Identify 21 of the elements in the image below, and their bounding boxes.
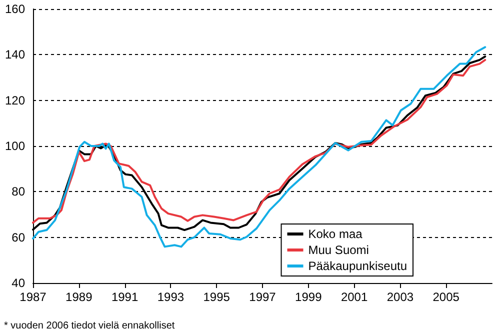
y-tick-label: 40 (12, 276, 26, 290)
legend-label: Muu Suomi (308, 243, 369, 257)
x-tick-label: 1997 (249, 290, 276, 304)
y-tick-label: 100 (4, 139, 26, 153)
x-tick-label: 1993 (157, 290, 184, 304)
x-tick-label: 2001 (340, 290, 368, 304)
y-tick-label: 140 (4, 48, 26, 62)
x-tick-label: 1987 (20, 290, 47, 304)
legend-label: Koko maa (308, 227, 363, 241)
y-tick-label: 80 (12, 184, 26, 199)
y-tick-label: 60 (12, 230, 26, 244)
x-tick-label: 1995 (203, 290, 230, 304)
x-tick-label: 2003 (386, 290, 414, 304)
x-tick-label: 1999 (295, 290, 322, 304)
x-tick-label: 1991 (111, 290, 138, 304)
x-tick-label: 1989 (66, 290, 93, 304)
y-tick-label: 120 (4, 93, 26, 108)
y-tick-label: 160 (4, 2, 26, 16)
text: * vuoden 2006 tiedot vielä ennakolliset (4, 320, 175, 332)
x-tick-label: 2005 (432, 290, 460, 304)
legend-label: Pääkaupunkiseutu (308, 259, 408, 273)
